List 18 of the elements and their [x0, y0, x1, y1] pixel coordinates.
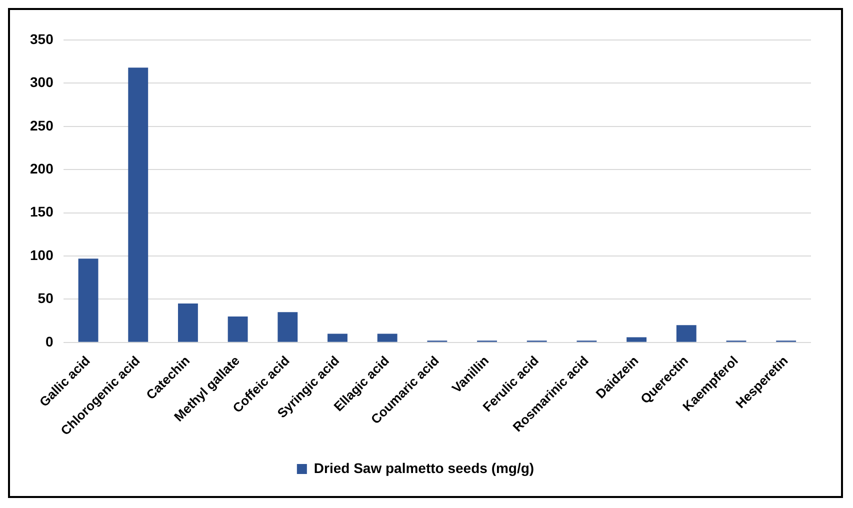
bar: [377, 334, 398, 342]
bar: [228, 316, 248, 342]
bar: [328, 334, 348, 342]
bar: [128, 68, 148, 342]
y-tick-label: 200: [30, 160, 54, 176]
y-tick-label: 100: [30, 246, 54, 263]
legend-label: Dried Saw palmetto seeds (mg/g): [314, 460, 534, 476]
y-tick-label: 50: [38, 290, 54, 306]
y-tick-label: 300: [30, 74, 54, 90]
y-tick-label: 0: [46, 333, 54, 350]
y-tick-label: 250: [30, 117, 54, 134]
y-tick-label: 150: [30, 204, 54, 220]
bar: [78, 258, 98, 342]
bar: [178, 304, 198, 342]
y-tick-label: 350: [30, 30, 54, 47]
bar: [626, 337, 647, 342]
bar: [676, 325, 696, 342]
bar: [278, 312, 298, 342]
